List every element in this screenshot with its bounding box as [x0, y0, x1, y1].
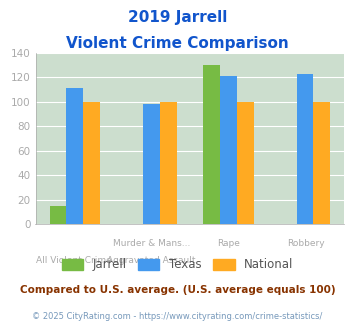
Bar [83, 102, 100, 224]
Bar [66, 88, 83, 224]
Text: 2019 Jarrell: 2019 Jarrell [128, 10, 227, 25]
Bar [50, 206, 66, 224]
Bar [296, 74, 313, 224]
Bar [220, 76, 237, 224]
Bar [313, 102, 330, 224]
Bar [237, 102, 253, 224]
Text: Robbery: Robbery [287, 239, 324, 248]
Text: Aggravated Assault: Aggravated Assault [107, 256, 196, 265]
Text: Rape: Rape [217, 239, 240, 248]
Legend: Jarrell, Texas, National: Jarrell, Texas, National [61, 258, 294, 271]
Bar [160, 102, 177, 224]
Bar [203, 65, 220, 224]
Text: © 2025 CityRating.com - https://www.cityrating.com/crime-statistics/: © 2025 CityRating.com - https://www.city… [32, 312, 323, 321]
Bar [143, 104, 160, 224]
Text: Compared to U.S. average. (U.S. average equals 100): Compared to U.S. average. (U.S. average … [20, 285, 335, 295]
Text: All Violent Crime: All Violent Crime [36, 256, 112, 265]
Text: Violent Crime Comparison: Violent Crime Comparison [66, 36, 289, 51]
Text: Murder & Mans...: Murder & Mans... [113, 239, 190, 248]
